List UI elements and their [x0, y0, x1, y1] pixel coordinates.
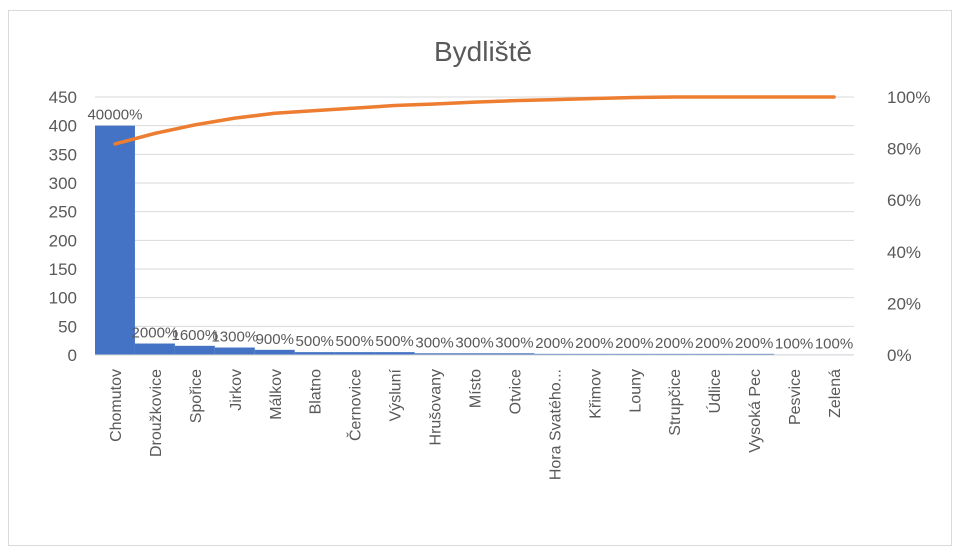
y-tick-label: 100	[49, 289, 77, 308]
y-tick-label: 0	[68, 346, 77, 365]
bar	[175, 346, 215, 355]
x-category-label: Strupčice	[667, 369, 684, 436]
gridlines	[95, 97, 854, 326]
x-category-label: Louny	[627, 369, 644, 413]
data-label: 100%	[775, 335, 813, 352]
cumulative-percent-line	[115, 97, 834, 144]
x-category-label: Zelená	[827, 369, 844, 418]
chart-frame: Bydliště 0 50 100 150 200 250 300 350 400 450 0% 2…	[8, 10, 952, 546]
x-category-label: Jirkov	[228, 369, 245, 411]
y2-tick-label: 100%	[887, 88, 930, 107]
x-category-label: Černovice	[346, 369, 365, 441]
data-label: 900%	[256, 331, 294, 348]
x-axis: Chomutov Droužkovice Spořice Jirkov Málkov Bl…	[95, 355, 854, 480]
y-axis-right: 0% 20% 40% 60% 80% 100%	[887, 88, 930, 365]
x-category-label: Málkov	[268, 369, 285, 420]
data-label: 200%	[735, 335, 773, 352]
data-label: 300%	[455, 334, 493, 351]
y2-tick-label: 60%	[887, 191, 921, 210]
x-category-label: Místo	[468, 369, 485, 408]
bar	[135, 344, 175, 355]
x-category-label: Křimov	[587, 369, 604, 419]
cumulative-line	[115, 97, 834, 144]
data-label: 200%	[695, 335, 733, 352]
x-category-label: Vysoká Pec	[747, 369, 764, 453]
y-tick-label: 300	[49, 174, 77, 193]
data-label: 200%	[575, 335, 613, 352]
x-category-label: Pesvice	[787, 369, 804, 425]
data-label: 1300%	[211, 329, 258, 346]
data-label: 100%	[815, 335, 853, 352]
y-tick-label: 250	[49, 203, 77, 222]
y-tick-label: 400	[49, 117, 77, 136]
data-label: 200%	[535, 335, 573, 352]
x-category-label: Otvice	[507, 369, 524, 414]
x-category-label: Hora Svatého...	[547, 369, 564, 480]
x-category-label: Údlice	[705, 369, 724, 414]
bar	[255, 350, 295, 355]
y2-tick-label: 80%	[887, 140, 921, 159]
y-tick-label: 450	[49, 88, 77, 107]
x-category-label: Spořice	[188, 369, 205, 423]
data-label: 300%	[415, 334, 453, 351]
data-label: 500%	[375, 333, 413, 350]
y-tick-label: 350	[49, 145, 77, 164]
data-label: 500%	[296, 333, 334, 350]
y-tick-label: 150	[49, 260, 77, 279]
bar	[215, 348, 255, 355]
y2-tick-label: 40%	[887, 243, 921, 262]
bar	[95, 126, 135, 355]
data-label: 200%	[615, 335, 653, 352]
pareto-chart: Bydliště 0 50 100 150 200 250 300 350 400 450 0% 2…	[9, 11, 953, 547]
data-label: 40000%	[87, 107, 142, 124]
x-category-label: Chomutov	[108, 369, 125, 442]
y-tick-label: 50	[58, 317, 77, 336]
y2-tick-label: 20%	[887, 294, 921, 313]
x-category-label: Hrušovany	[428, 369, 445, 445]
data-labels: 40000%2000%1600%1300%900% 500% 500% 500% 300…	[87, 107, 853, 353]
chart-title: Bydliště	[434, 36, 532, 67]
y-axis-left: 0 50 100 150 200 250 300 350 400 450	[49, 88, 77, 365]
data-label: 500%	[335, 333, 373, 350]
data-label: 300%	[495, 334, 533, 351]
y2-tick-label: 0%	[887, 346, 912, 365]
x-category-label: Výsluní	[388, 368, 405, 421]
x-category-label: Blatno	[308, 369, 325, 414]
y-tick-label: 200	[49, 231, 77, 250]
data-label: 200%	[655, 335, 693, 352]
x-category-label: Droužkovice	[148, 369, 165, 457]
